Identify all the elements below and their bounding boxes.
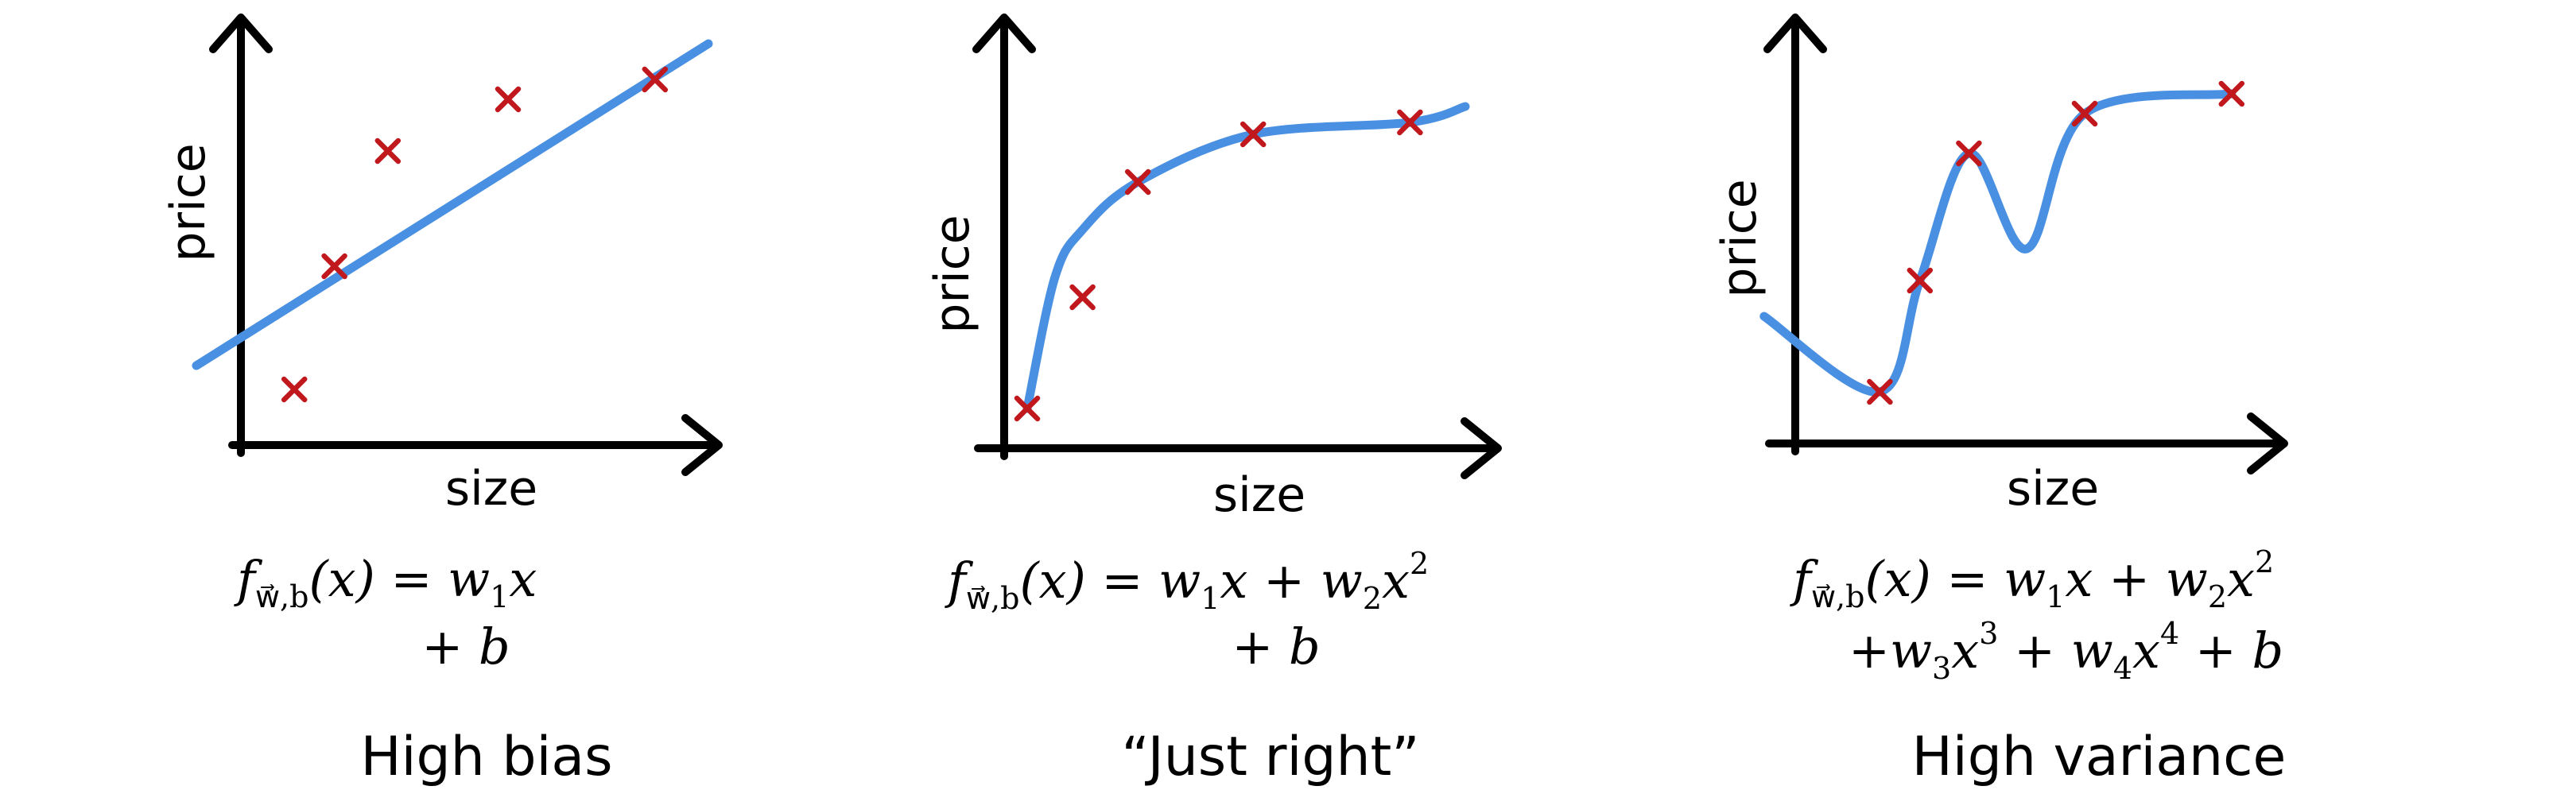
data-point-3 bbox=[1956, 140, 1982, 167]
formula-line-1: fw⃗,b(x) = w1x + w2x2 bbox=[1790, 544, 2274, 614]
y-axis bbox=[972, 14, 1036, 460]
data-point-4 bbox=[495, 86, 522, 113]
data-point-5 bbox=[2218, 80, 2245, 107]
fit-curve bbox=[1022, 102, 1470, 413]
panel-high-bias: size price fw⃗,b(x) = w1x + b High bias bbox=[161, 14, 723, 788]
y-axis bbox=[1763, 14, 1827, 455]
data-point-3 bbox=[374, 137, 402, 165]
panel-high-variance: size price fw⃗,b(x) = w1x + w2x2 +w3x3 +… bbox=[1712, 14, 2288, 788]
panel-caption: High bias bbox=[360, 726, 612, 788]
plot-area bbox=[192, 39, 713, 403]
x-axis-label: size bbox=[2007, 461, 2099, 517]
x-axis bbox=[1765, 412, 2288, 474]
fit-curve bbox=[192, 39, 713, 370]
panel-caption: High variance bbox=[1912, 726, 2287, 788]
data-point-5 bbox=[642, 66, 669, 93]
plot-area bbox=[1014, 102, 1470, 422]
formula-line-2: + b bbox=[1232, 618, 1320, 676]
y-axis-label: price bbox=[1712, 179, 1767, 297]
formula-line-2: +w3x3 + w4x4 + b bbox=[1849, 616, 2283, 686]
data-point-1 bbox=[1867, 378, 1893, 405]
panel-just-right: size price fw⃗,b(x) = w1x + w2x2 + b “Ju… bbox=[925, 14, 1502, 788]
x-axis bbox=[974, 417, 1502, 479]
fit-curve bbox=[1759, 89, 2237, 397]
data-point-5 bbox=[1397, 109, 1423, 136]
formula-line-2: + b bbox=[421, 618, 510, 676]
x-axis-label: size bbox=[445, 461, 537, 517]
x-axis-label: size bbox=[1213, 467, 1305, 523]
data-point-3 bbox=[1124, 168, 1151, 196]
data-point-1 bbox=[1014, 395, 1041, 422]
data-point-2 bbox=[1069, 284, 1096, 311]
data-point-2 bbox=[321, 253, 347, 280]
formula-line-1: fw⃗,b(x) = w1x + w2x2 bbox=[945, 546, 1429, 616]
x-axis bbox=[228, 414, 723, 476]
data-point-4 bbox=[1240, 121, 1267, 148]
panel-caption: “Just right” bbox=[1122, 726, 1420, 788]
data-point-1 bbox=[281, 376, 308, 403]
formula-line-1: fw⃗,b(x) = w1x bbox=[234, 550, 537, 614]
data-point-2 bbox=[1907, 267, 1934, 294]
data-point-4 bbox=[2071, 100, 2098, 127]
y-axis bbox=[209, 14, 273, 457]
y-axis-label: price bbox=[161, 143, 216, 261]
plot-area bbox=[1759, 80, 2245, 405]
y-axis-label: price bbox=[925, 215, 980, 333]
